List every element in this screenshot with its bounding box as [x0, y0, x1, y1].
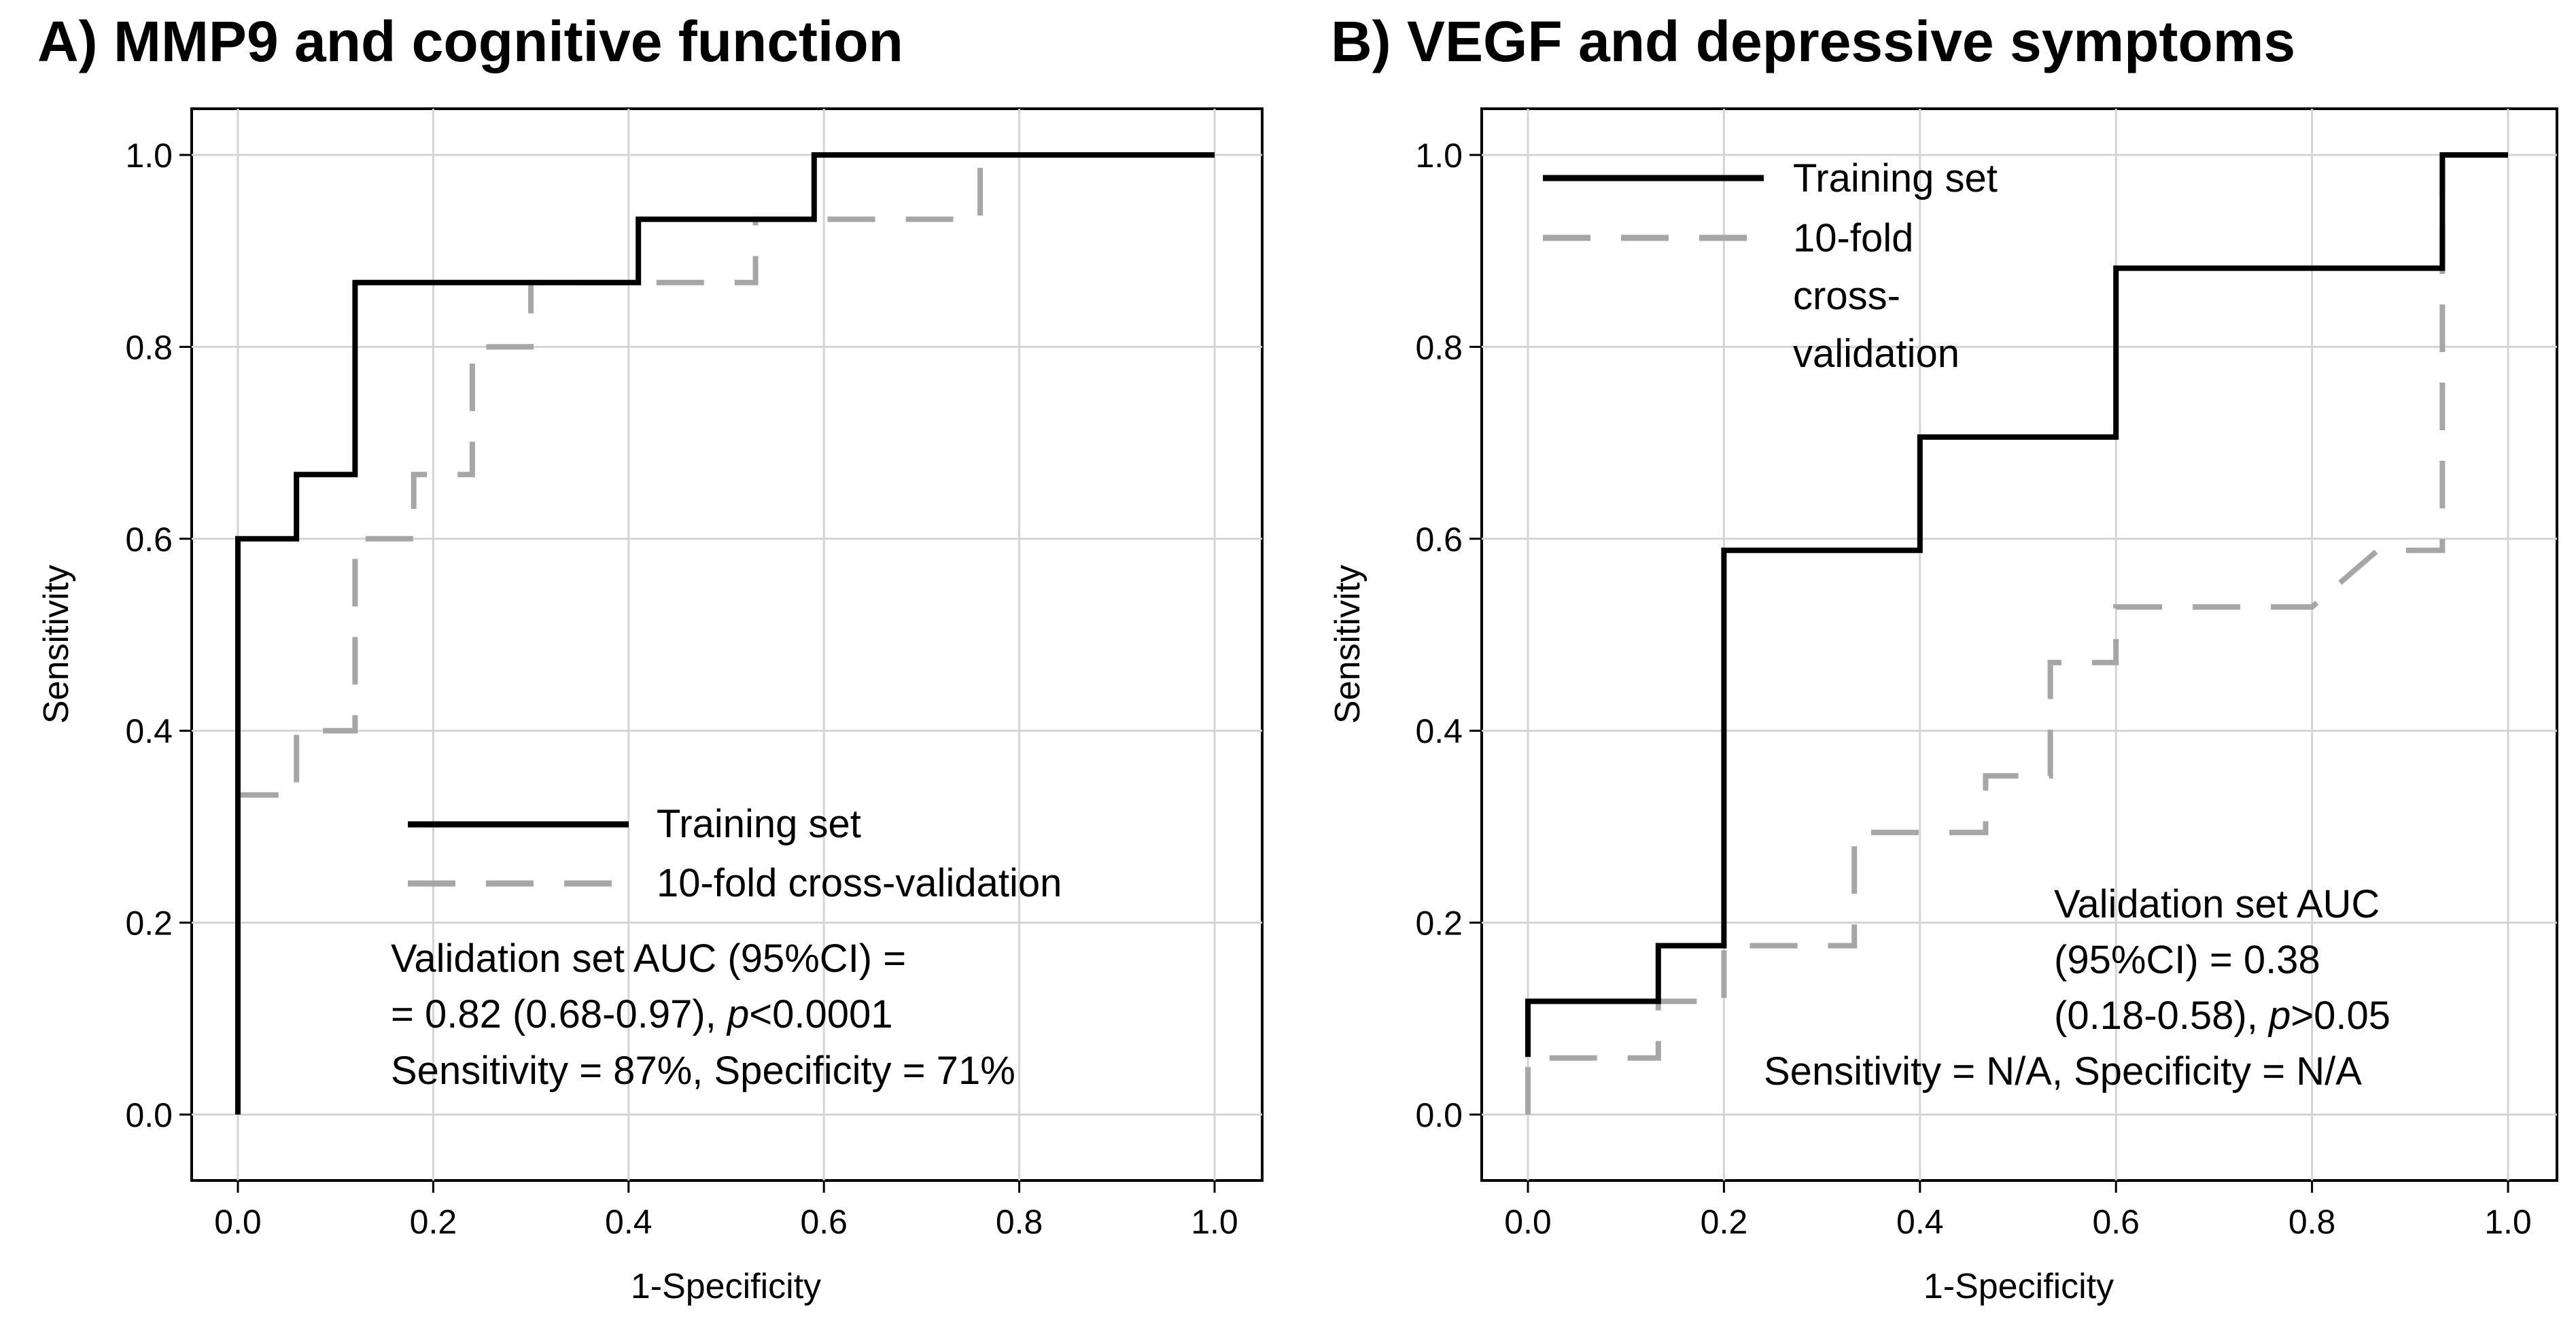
panel-a: A) MMP9 and cognitive function 0.0 0.0 0.2…	[37, 10, 1264, 1306]
panel-b-x-tick-label-3: 0.6	[2092, 1203, 2140, 1241]
panel-a-x-tick-label-1: 0.2	[410, 1203, 457, 1241]
panel-a-y-tick-label-5: 1.0	[125, 137, 173, 175]
panel-a-annotation-line-3: Sensitivity = 87%, Specificity = 71%	[391, 1049, 1015, 1093]
panel-b-x-tick-label-1: 0.2	[1701, 1203, 1748, 1241]
panel-a-annotation-line-2: = 0.82 (0.68-0.97), p<0.0001	[391, 992, 892, 1036]
panel-b-x-tick-label-2: 0.4	[1896, 1203, 1944, 1241]
panel-a-y-tick-label-2: 0.4	[125, 712, 173, 750]
panel-b-legend-label-training: Training set	[1793, 156, 1998, 200]
panel-a-series	[235, 152, 1215, 1115]
panel-b-y-tick-label-4: 0.8	[1415, 328, 1463, 366]
panel-b-y-axis-label: Sensitivity	[1328, 565, 1368, 724]
panel-b-x-tick-label-4: 0.8	[2288, 1203, 2336, 1241]
panel-a-x-axis-label: 1-Specificity	[631, 1267, 821, 1306]
panel-a-legend-label-cv: 10-fold cross-validation	[657, 861, 1062, 905]
panel-a-annotation-line-1: Validation set AUC (95%CI) =	[391, 937, 906, 981]
panel-b-x-tick-label-0: 0.0	[1504, 1203, 1552, 1241]
panel-b-y-tick-label-2: 0.4	[1415, 712, 1463, 750]
panel-b-series-cross-validation	[1525, 152, 2508, 1115]
panel-b-series	[1525, 152, 2508, 1115]
panel-a-series-training-set	[235, 152, 1215, 1115]
panel-a-y-tick-label-0: 0.0	[125, 1096, 173, 1134]
panel-a-legend-label-training: Training set	[657, 802, 861, 846]
panel-b-annotation-line-3: (0.18-0.58), p>0.05	[2054, 994, 2390, 1038]
panel-b-y-tick-label-0: 0.0	[1415, 1096, 1463, 1134]
panel-a-x-tick-label-0: 0.0	[214, 1203, 262, 1241]
panel-a-plot-frame	[190, 107, 1264, 1182]
panel-a-ticks: 0.0 0.0 0.2 0.2 0.4 0.4 0.6 0.6 0.8 0.8 1.0 1.0	[125, 137, 1238, 1241]
panel-b-legend: Training set 10-fold cross- validation	[1543, 156, 1998, 376]
panel-a-y-tick-label-3: 0.6	[125, 521, 173, 559]
panel-a-x-tick-label-5: 1.0	[1191, 1203, 1238, 1241]
panel-b-title: B) VEGF and depressive symptoms	[1331, 10, 2295, 73]
panel-a-y-tick-label-4: 0.8	[125, 328, 173, 366]
panel-b-y-tick-label-3: 0.6	[1415, 521, 1463, 559]
panel-b-legend-label-cv-1: 10-fold	[1793, 216, 1913, 260]
panel-b-x-tick-label-5: 1.0	[2484, 1203, 2532, 1241]
panel-a-legend: Training set 10-fold cross-validation	[408, 802, 1062, 905]
panel-a-title: A) MMP9 and cognitive function	[37, 10, 903, 73]
panel-b-legend-label-cv-2: cross-	[1793, 274, 1900, 318]
panel-a-series-cross-validation	[235, 152, 1215, 1115]
panel-b-plot-frame	[1480, 107, 2558, 1182]
panel-b-series-training-set	[1525, 152, 2508, 1057]
panel-a-y-tick-label-1: 0.2	[125, 905, 173, 943]
panel-b-annotation-line-2: (95%CI) = 0.38	[2054, 938, 2320, 982]
panel-a-annotation: Validation set AUC (95%CI) = = 0.82 (0.6…	[391, 937, 1015, 1093]
panel-a-x-tick-label-4: 0.8	[996, 1203, 1043, 1241]
panel-b-x-axis-label: 1-Specificity	[1924, 1267, 2114, 1306]
panel-a-y-axis-label: Sensitivity	[37, 565, 76, 724]
panel-b-legend-label-cv-3: validation	[1793, 332, 1960, 376]
panel-b-annotation-line-4: Sensitivity = N/A, Specificity = N/A	[1764, 1049, 2362, 1093]
panel-a-x-tick-label-3: 0.6	[800, 1203, 848, 1241]
panel-a-x-tick-label-2: 0.4	[605, 1203, 652, 1241]
panel-b-grid	[1482, 109, 2557, 1180]
panel-b: B) VEGF and depressive symptoms 0.00.00.…	[1328, 10, 2558, 1306]
panel-b-annotation: Validation set AUC (95%CI) = 0.38 (0.18-…	[1764, 882, 2390, 1093]
panel-b-y-tick-label-1: 0.2	[1415, 905, 1463, 943]
panel-b-y-tick-label-5: 1.0	[1415, 137, 1463, 175]
panel-b-ticks: 0.0 0.0 0.2 0.2 0.4 0.4 0.6 0.6 0.8 0.8 1.0 1.0	[1415, 137, 2531, 1241]
panel-b-annotation-line-1: Validation set AUC	[2054, 882, 2380, 926]
